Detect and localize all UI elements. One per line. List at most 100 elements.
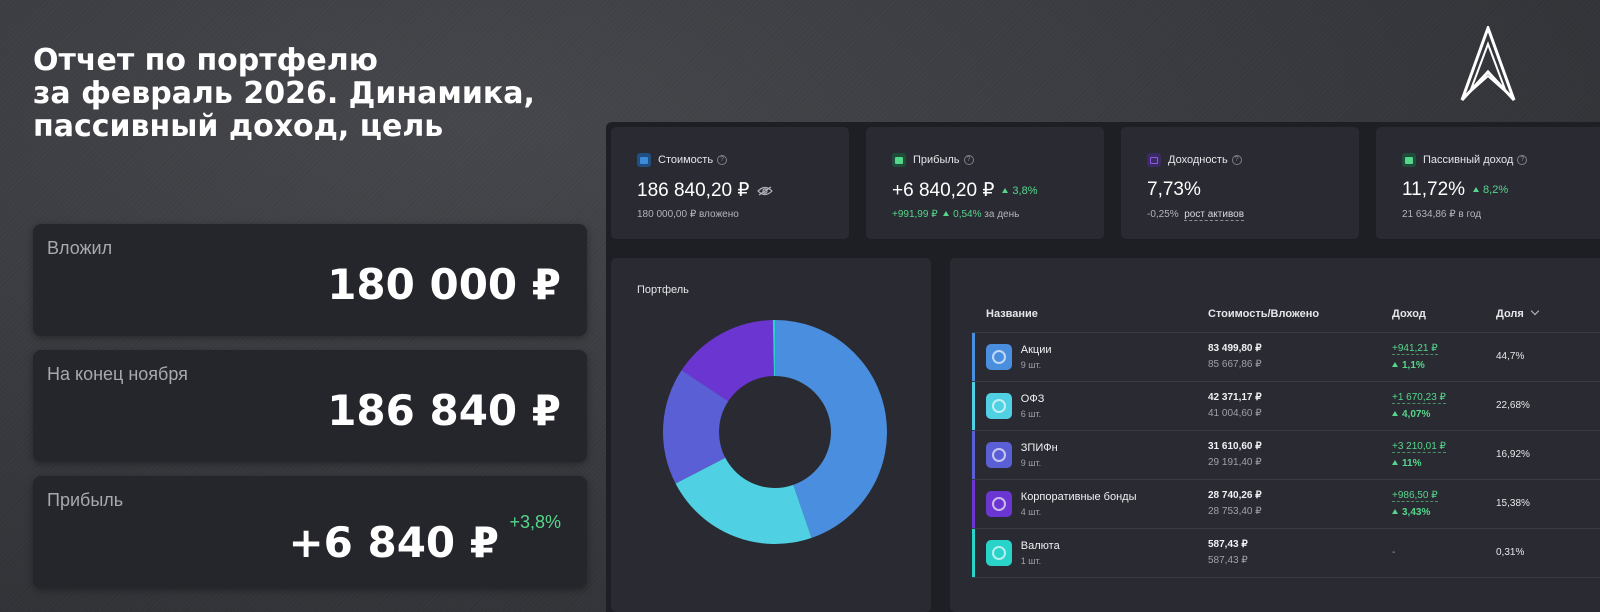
- table-row[interactable]: Валюта 1 шт. 587,43 ₽ 587,43 ₽ - 0,31%: [972, 528, 1600, 578]
- cost-value: 31 610,60 ₽: [1208, 441, 1262, 452]
- asset-name[interactable]: ОФЗ: [1020, 392, 1045, 405]
- day-profit: +991,99 ₽: [892, 209, 938, 220]
- headline-line-3: пассивный доход, цель: [33, 109, 444, 144]
- help-icon[interactable]: ?: [717, 155, 728, 165]
- cell-name: ОФЗ 6 шт.: [972, 381, 1208, 431]
- income-value[interactable]: +1 670,23 ₽: [1392, 391, 1446, 404]
- day-label: за день: [984, 209, 1020, 220]
- header-income[interactable]: Доход: [1392, 302, 1496, 333]
- asset-type-icon: [986, 392, 1012, 419]
- cell-income: +3 210,01 ₽ 11%: [1392, 430, 1496, 480]
- invested-value: 587,43 ₽: [1208, 555, 1248, 566]
- invested-value: 41 004,60 ₽: [1208, 408, 1262, 419]
- cell-cost: 31 610,60 ₽ 29 191,40 ₽: [1208, 430, 1392, 480]
- cell-name: Акции 9 шт.: [972, 332, 1208, 382]
- stat-label: На конец ноября: [47, 364, 188, 384]
- stat-value: 186 840 ₽: [327, 386, 561, 435]
- help-icon[interactable]: ?: [1517, 155, 1528, 165]
- asset-count: 1 шт.: [1020, 555, 1042, 566]
- donut-slice-2[interactable]: [675, 457, 812, 544]
- asset-name[interactable]: Валюта: [1020, 539, 1060, 552]
- calendar-icon: [1147, 153, 1161, 167]
- card-delta-text: 8,2%: [1483, 184, 1509, 196]
- cell-cost: 28 740,26 ₽ 28 753,40 ₽: [1208, 479, 1392, 529]
- header-share[interactable]: Доля: [1496, 302, 1600, 333]
- cost-value: 587,43 ₽: [1208, 539, 1248, 550]
- cell-cost: 587,43 ₽ 587,43 ₽: [1208, 528, 1392, 578]
- card-sub: 21 634,86 ₽ в год: [1402, 209, 1482, 220]
- asset-count: 9 шт.: [1020, 457, 1042, 468]
- asset-name[interactable]: Корпоративные бонды: [1020, 490, 1137, 503]
- income-value[interactable]: +3 210,01 ₽: [1392, 440, 1446, 453]
- card-profit[interactable]: Прибыль ? +6 840,20 ₽ 3,8% +991,99 ₽ 0,5…: [866, 127, 1104, 239]
- table-row[interactable]: Корпоративные бонды 4 шт. 28 740,26 ₽ 28…: [972, 479, 1600, 529]
- row-accent-bar: [972, 430, 975, 479]
- arrow-up-icon: [1392, 361, 1398, 367]
- donut-slice-4[interactable]: [681, 320, 774, 402]
- card-passive-income[interactable]: Пассивный доход ? 11,72% 8,2% 21 634,86 …: [1376, 127, 1600, 239]
- arrow-up-icon: [943, 211, 950, 216]
- help-icon[interactable]: ?: [1231, 155, 1242, 165]
- cell-cost: 83 499,80 ₽ 85 667,86 ₽: [1208, 332, 1392, 382]
- asset-name[interactable]: Акции: [1020, 343, 1052, 356]
- invested-value: 29 191,40 ₽: [1208, 457, 1262, 468]
- asset-type-icon: [986, 441, 1012, 468]
- asset-type-icon: [986, 539, 1012, 566]
- panel-title: Портфель: [637, 284, 689, 296]
- cell-income: +1 670,23 ₽ 4,07%: [1392, 381, 1496, 431]
- card-title: Пассивный доход: [1423, 154, 1514, 166]
- income-percent: 4,07%: [1392, 409, 1496, 420]
- card-value: 7,73%: [1147, 179, 1201, 200]
- stat-label: Вложил: [47, 238, 113, 258]
- home-icon: [1402, 153, 1416, 167]
- asset-count: 6 шт.: [1020, 408, 1042, 419]
- headline-line-1: Отчет по портфелю: [33, 43, 378, 78]
- table-row[interactable]: Акции 9 шт. 83 499,80 ₽ 85 667,86 ₽ +941…: [972, 332, 1600, 382]
- cost-value: 42 371,17 ₽: [1208, 392, 1262, 403]
- cost-value: 28 740,26 ₽: [1208, 490, 1262, 501]
- sort-chevron-down-icon[interactable]: [1530, 306, 1540, 315]
- portfolio-dashboard: Стоимость ? 186 840,20 ₽ 180 000,00 ₽ вл…: [606, 122, 1600, 612]
- cell-income: +941,21 ₽ 1,1%: [1392, 332, 1496, 382]
- card-title: Стоимость: [658, 154, 714, 166]
- income-value[interactable]: +986,50 ₽: [1392, 489, 1438, 502]
- asset-name[interactable]: ЗПИФн: [1020, 441, 1058, 454]
- stat-card-end-value: На конец ноября 186 840 ₽: [33, 350, 587, 462]
- donut-slice-5[interactable]: [772, 320, 775, 377]
- cell-name: Корпоративные бонды 4 шт.: [972, 479, 1208, 529]
- table-row[interactable]: ОФЗ 6 шт. 42 371,17 ₽ 41 004,60 ₽ +1 670…: [972, 381, 1600, 431]
- arrow-up-icon: [1002, 187, 1009, 193]
- card-yield[interactable]: Доходность ? 7,73% -0,25% рост активов: [1121, 127, 1359, 239]
- donut-slice-3[interactable]: [663, 370, 729, 484]
- cell-income: -: [1392, 528, 1496, 578]
- card-cost[interactable]: Стоимость ? 186 840,20 ₽ 180 000,00 ₽ вл…: [611, 127, 849, 239]
- hide-value-eye-icon[interactable]: [757, 186, 774, 196]
- portfolio-panel: Портфель: [611, 258, 931, 612]
- income-value[interactable]: +941,21 ₽: [1392, 342, 1438, 355]
- asset-growth-link[interactable]: рост активов: [1184, 209, 1245, 221]
- donut-slice-1[interactable]: [775, 320, 887, 538]
- header-cost[interactable]: Стоимость/Вложено: [1208, 302, 1392, 333]
- stat-card-profit: Прибыль +6 840 ₽ +3,8%: [33, 476, 587, 588]
- row-accent-bar: [972, 479, 975, 528]
- headline-line-2: за февраль 2026. Динамика,: [33, 76, 535, 111]
- table-row[interactable]: ЗПИФн 9 шт. 31 610,60 ₽ 29 191,40 ₽ +3 2…: [972, 430, 1600, 480]
- card-sub: 180 000,00 ₽ вложено: [637, 209, 739, 220]
- help-icon[interactable]: ?: [963, 155, 974, 165]
- arrow-up-icon: [1392, 508, 1398, 514]
- arrow-up-icon: [1473, 187, 1480, 192]
- share-value: 22,68%: [1496, 381, 1600, 431]
- invested-value: 28 753,40 ₽: [1208, 506, 1262, 517]
- portfolio-donut-chart[interactable]: [657, 314, 893, 550]
- arrow-up-icon: [1392, 410, 1398, 416]
- day-profit-percent: 0,54%: [953, 209, 982, 220]
- card-value: 11,72%: [1402, 179, 1466, 200]
- card-delta: 8,2%: [1473, 184, 1508, 196]
- header-name[interactable]: Название: [972, 302, 1208, 333]
- header-share-label: Доля: [1496, 307, 1524, 320]
- income-percent-text: 1,1%: [1402, 359, 1425, 371]
- invested-value: 85 667,86 ₽: [1208, 359, 1262, 370]
- yield-change: -0,25%: [1147, 209, 1179, 220]
- share-value: 16,92%: [1496, 430, 1600, 480]
- arrow-up-icon: [1392, 459, 1398, 465]
